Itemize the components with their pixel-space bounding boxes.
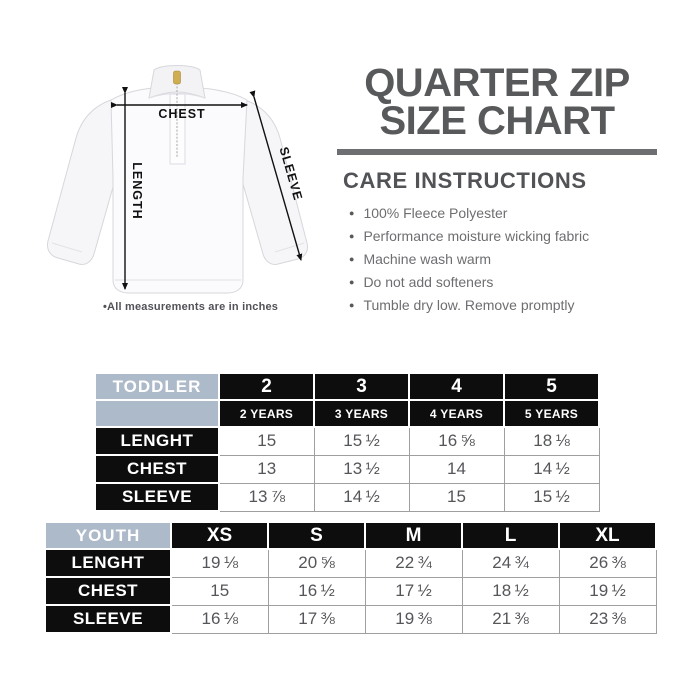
measurement-value: 14 ½ [503,454,600,484]
row-label: CHEST [94,454,220,484]
table-row: LENGHT 19 ⅛ 20 ⅝ 22 ¾ 24 ¾ 26 ⅜ [44,548,657,578]
table-row: SLEEVE 13 ⅞ 14 ½ 15 15 ½ [94,482,600,512]
youth-size-table: YOUTH XS S M L XL LENGHT 19 ⅛ 20 ⅝ 22 ¾ … [44,521,657,634]
toddler-size-table: TODDLER 2 3 4 5 2 YEARS 3 YEARS 4 YEARS … [94,372,600,512]
bullet-icon: ● [349,208,355,218]
measurement-value: 19 ⅛ [170,548,269,578]
measurement-value: 16 ½ [267,576,366,606]
measurement-value: 13 [218,454,315,484]
quarter-zip-garment-diagram: CHEST LENGTH SLEEVE [47,65,308,294]
size-header: S [267,521,366,550]
measurement-value: 16 ⅛ [170,604,269,634]
length-measure-label: LENGTH [130,162,144,219]
toddler-table-title: TODDLER [94,372,220,401]
measurement-value: 17 ½ [364,576,463,606]
size-header: XS [170,521,269,550]
title-divider [337,149,657,155]
size-header: M [364,521,463,550]
table-row: YOUTH XS S M L XL [44,521,657,550]
measurement-value: 15 [170,576,269,606]
care-instructions-heading: CARE INSTRUCTIONS [343,168,587,193]
list-item: ● 100% Fleece Polyester [349,203,657,226]
measurement-value: 15 [218,426,315,456]
age-header: 3 YEARS [313,399,410,428]
bullet-icon: ● [349,254,355,264]
row-label: CHEST [44,576,172,606]
table-row: CHEST 13 13 ½ 14 14 ½ [94,454,600,484]
page-title-line1: QUARTER ZIP [364,61,630,105]
size-header: XL [558,521,657,550]
chest-measure-label: CHEST [158,107,205,121]
row-label: SLEEVE [44,604,172,634]
zipper-pull-icon [173,70,181,85]
age-header: 4 YEARS [408,399,505,428]
measurement-value: 19 ⅜ [364,604,463,634]
sleeve-arrow [249,90,303,261]
left-sleeve [47,99,118,265]
size-header: 4 [408,372,505,401]
care-item-text: Do not add softeners [363,274,494,290]
measurement-value: 15 ½ [503,482,600,512]
measurement-value: 14 [408,454,505,484]
row-label: LENGHT [44,548,172,578]
care-instructions-list: ● 100% Fleece Polyester ● Performance mois… [337,203,657,318]
measurement-value: 15 [408,482,505,512]
measurement-value: 13 ⅞ [218,482,315,512]
title-and-care-section: QUARTER ZIP SIZE CHART CARE INSTRUCTIONS… [337,61,657,318]
table-row: LENGHT 15 15 ½ 16 ⅝ 18 ⅛ [94,426,600,456]
care-item-text: Tumble dry low. Remove promptly [363,297,575,313]
measurement-value: 22 ¾ [364,548,463,578]
page-title: QUARTER ZIP SIZE CHART [337,61,657,143]
bullet-icon: ● [349,300,355,310]
care-item-text: Performance moisture wicking fabric [363,228,590,244]
measurement-value: 23 ⅜ [558,604,657,634]
measurement-value: 26 ⅜ [558,548,657,578]
care-item-text: Machine wash warm [363,251,492,267]
measurement-value: 20 ⅝ [267,548,366,578]
list-item: ● Machine wash warm [349,249,657,272]
measurement-value: 13 ½ [313,454,410,484]
measurement-value: 17 ⅜ [267,604,366,634]
table-row: CHEST 15 16 ½ 17 ½ 18 ½ 19 ½ [44,576,657,606]
row-label: LENGHT [94,426,220,456]
empty-header-cell [94,399,220,428]
left-cuff-seam [51,242,83,253]
measurement-value: 19 ½ [558,576,657,606]
age-header: 5 YEARS [503,399,600,428]
list-item: ● Do not add softeners [349,272,657,295]
list-item: ● Tumble dry low. Remove promptly [349,295,657,318]
age-header: 2 YEARS [218,399,315,428]
size-header: 3 [313,372,410,401]
page-title-line2: SIZE CHART [379,99,616,143]
care-item-text: 100% Fleece Polyester [363,205,508,221]
measurement-value: 18 ⅛ [503,426,600,456]
measurement-value: 14 ½ [313,482,410,512]
measurement-value: 16 ⅝ [408,426,505,456]
youth-table-title: YOUTH [44,521,172,550]
bullet-icon: ● [349,231,355,241]
size-header: L [461,521,560,550]
table-row: 2 YEARS 3 YEARS 4 YEARS 5 YEARS [94,399,600,428]
bullet-icon: ● [349,277,355,287]
row-label: SLEEVE [94,482,220,512]
measurement-value: 18 ½ [461,576,560,606]
table-row: TODDLER 2 3 4 5 [94,372,600,401]
measurements-note: •All measurements are in inches [103,301,279,313]
size-header: 2 [218,372,315,401]
size-header: 5 [503,372,600,401]
measurement-value: 24 ¾ [461,548,560,578]
list-item: ● Performance moisture wicking fabric [349,226,657,249]
measurement-value: 21 ⅜ [461,604,560,634]
table-row: SLEEVE 16 ⅛ 17 ⅜ 19 ⅜ 21 ⅜ 23 ⅜ [44,604,657,634]
measurement-value: 15 ½ [313,426,410,456]
